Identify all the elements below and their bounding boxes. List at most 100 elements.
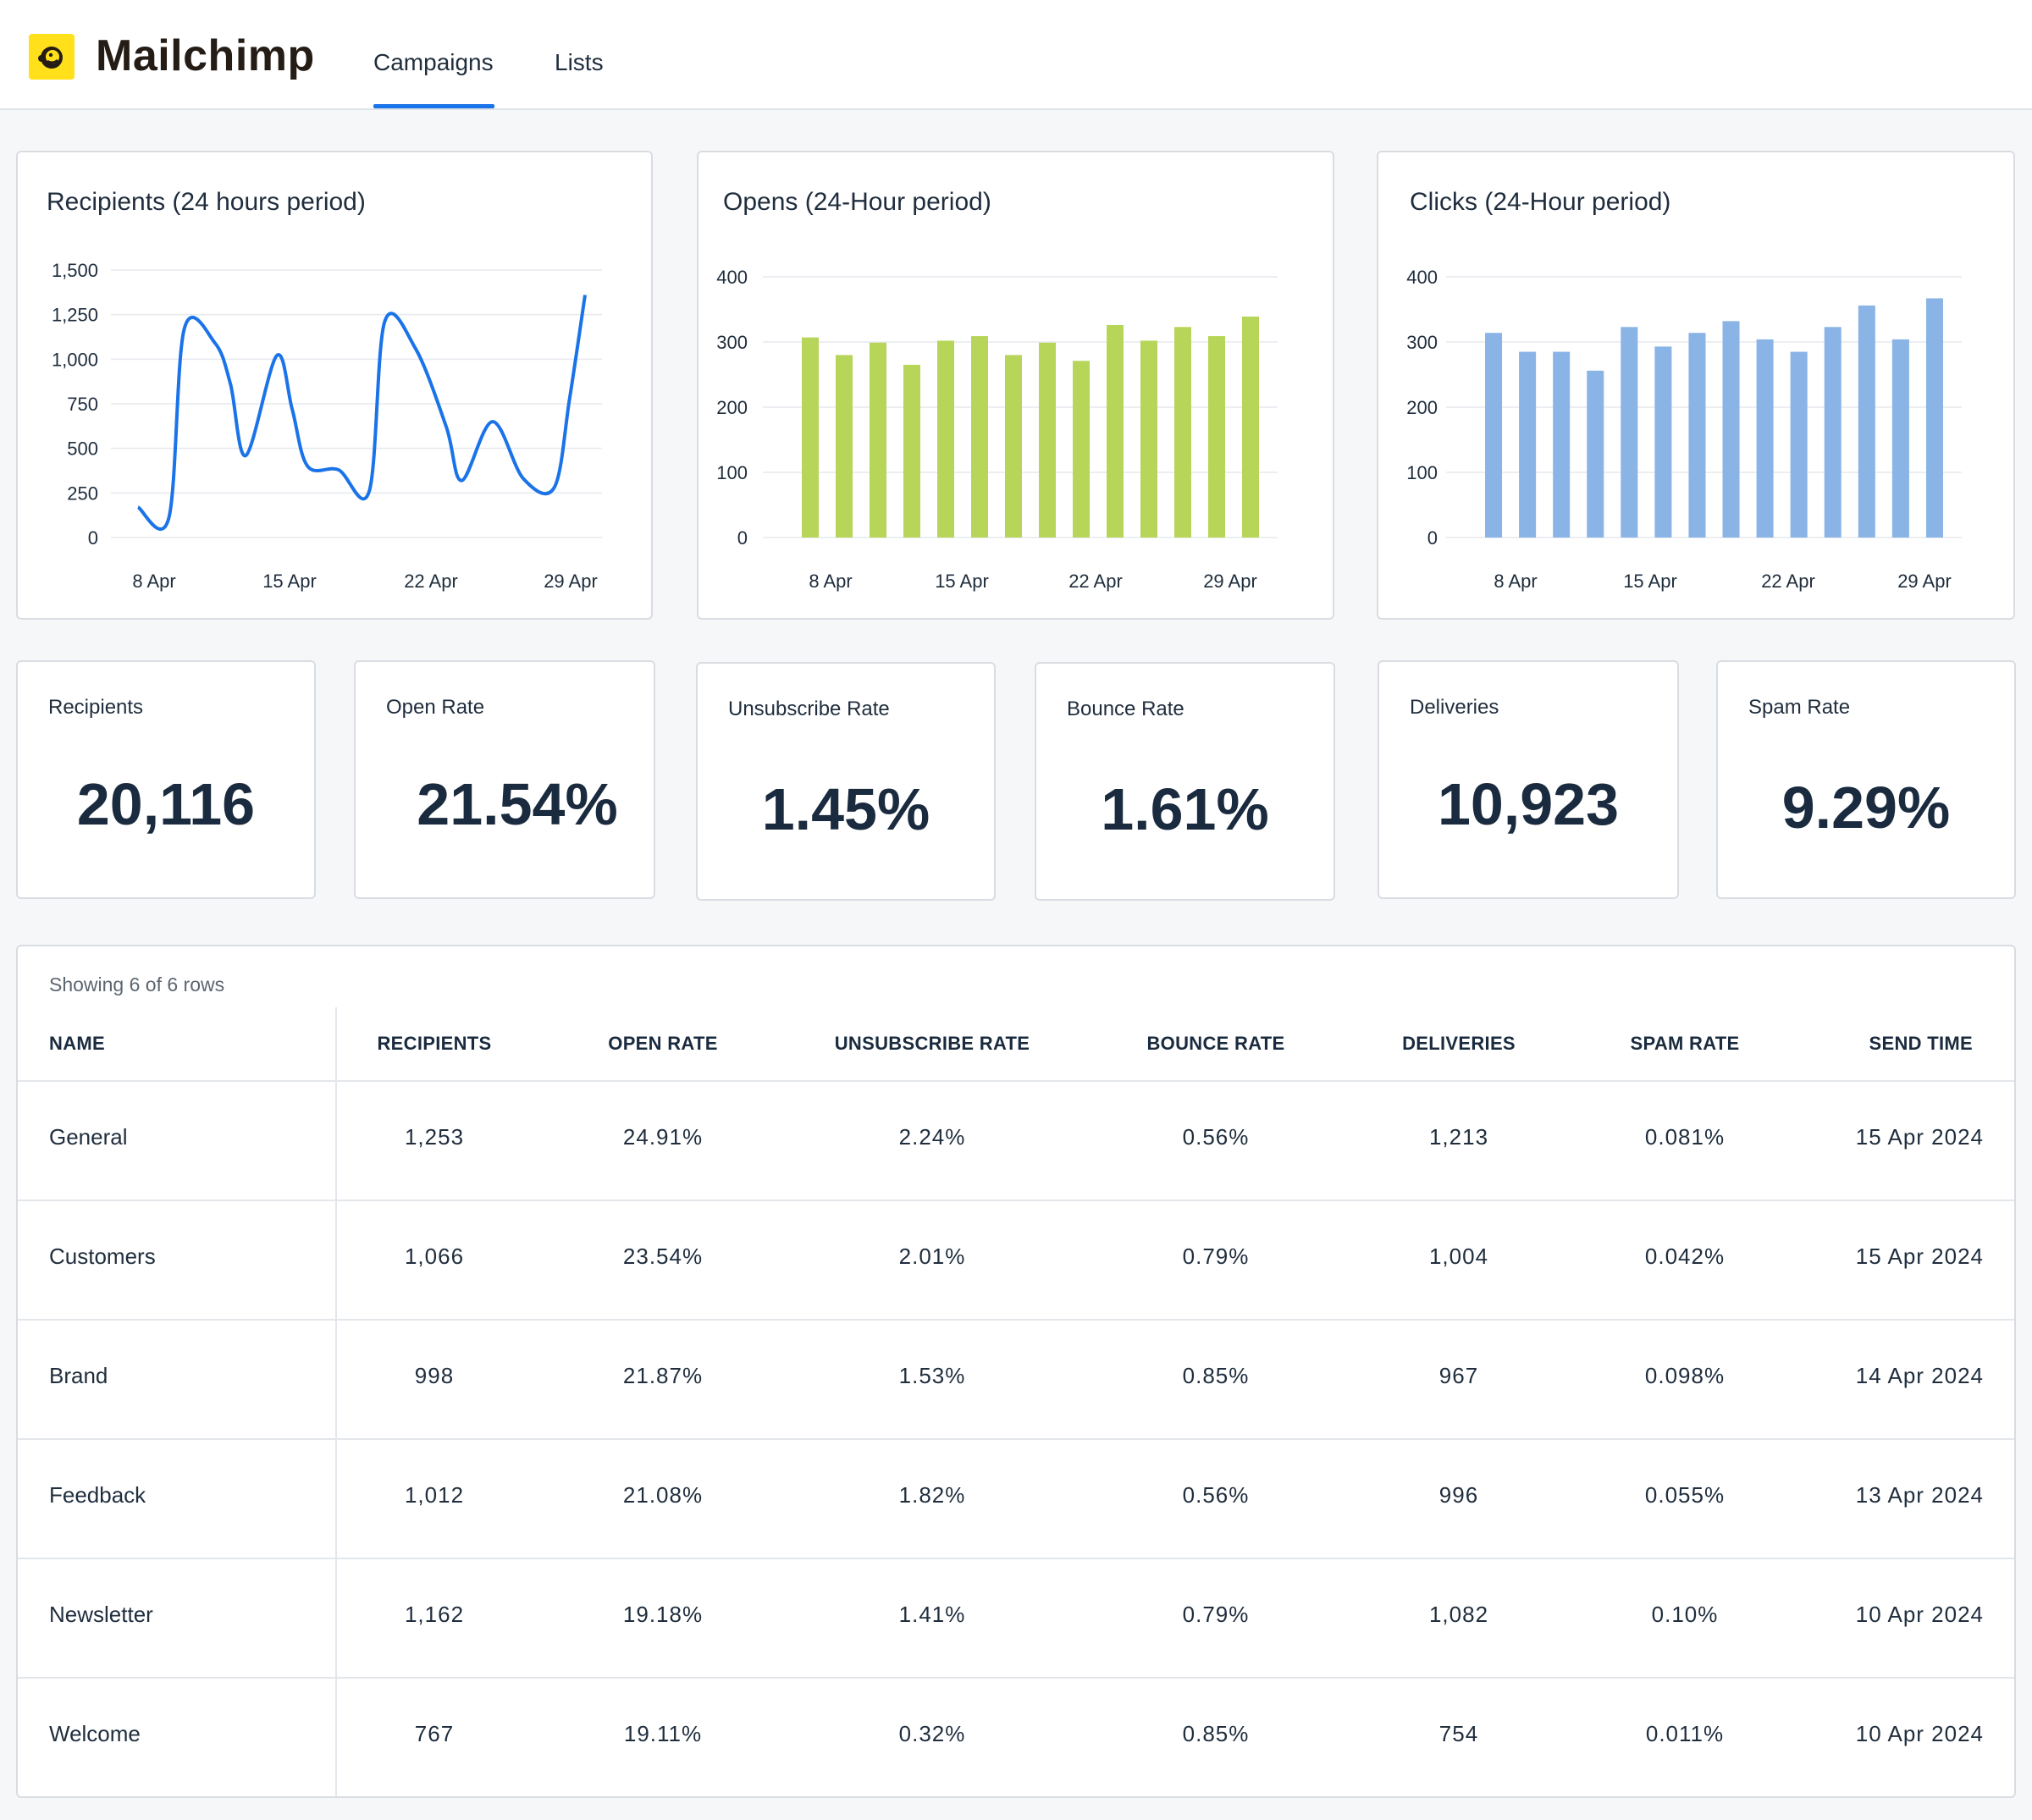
cell-deliveries: 1,004 [1428,1244,1489,1269]
cell-spam-rate: 0.011% [1645,1721,1725,1746]
cell-bounce-rate: 0.85% [1182,1363,1250,1388]
y-tick-label: 250 [67,483,98,504]
column-header-bounce-rate[interactable]: BOUNCE RATE [1146,1033,1285,1054]
x-tick-label: 22 Apr [1068,571,1123,592]
x-tick-label: 8 Apr [132,571,175,592]
clicks-bar-chart: 400 300 200 100 0 8 Apr 15 Apr 22 Apr 29 Apr [1406,267,1962,592]
metric-label: Unsubscribe Rate [728,698,890,720]
series-line [136,295,587,531]
y-tick-label: 0 [1427,527,1438,549]
metric-label: Spam Rate [1748,696,1851,719]
y-tick-label: 300 [1406,332,1438,353]
bar [1756,339,1774,538]
cell-unsubscribe-rate: 1.82% [898,1482,966,1508]
cell-send-time: 10 Apr 2024 [1855,1721,1984,1746]
y-tick-label: 0 [737,527,748,549]
column-header-spam-rate[interactable]: SPAM RATE [1630,1033,1740,1054]
cell-open-rate: 21.08% [622,1482,704,1508]
cell-name: Newsletter [49,1602,153,1627]
cell-recipients: 767 [414,1721,455,1746]
x-tick-label: 8 Apr [1494,571,1537,592]
campaigns-table: Showing 6 of 6 rows NAME RECIPIENTS OPEN… [16,945,2016,1798]
metric-card-unsubscribe-rate: Unsubscribe Rate 1.45% [696,662,996,901]
cell-send-time: 14 Apr 2024 [1855,1363,1984,1388]
column-header-deliveries[interactable]: DELIVERIES [1402,1033,1516,1054]
y-tick-label: 100 [716,462,748,483]
bar [903,364,920,538]
cell-name: General [49,1124,128,1150]
table-row[interactable]: Customers 1,066 23.54% 2.01% 0.79% 1,004 0.042… [18,1200,2014,1319]
column-header-name[interactable]: NAME [49,1033,105,1054]
cell-spam-rate: 0.081% [1644,1124,1726,1150]
y-tick-label: 400 [716,267,748,288]
x-tick-label: 29 Apr [1897,571,1952,592]
brand-name: Mailchimp [96,31,315,80]
tab-campaigns[interactable]: Campaigns [373,49,494,75]
cell-unsubscribe-rate: 1.53% [898,1363,966,1388]
metric-value: 20,116 [76,771,256,837]
cell-bounce-rate: 0.79% [1182,1602,1250,1627]
cell-bounce-rate: 0.79% [1182,1244,1250,1269]
bar [1140,340,1157,538]
bar [1174,327,1191,538]
x-tick-label: 22 Apr [404,571,458,592]
bar [1858,305,1875,538]
y-tick-label: 200 [716,397,748,418]
cell-spam-rate: 0.10% [1651,1602,1719,1627]
column-divider [335,1007,337,1796]
bar [1073,361,1090,538]
metric-card-bounce-rate: Bounce Rate 1.61% [1035,662,1335,901]
cell-bounce-rate: 0.85% [1182,1721,1250,1746]
x-tick-label: 29 Apr [1203,571,1257,592]
bar [971,336,988,538]
y-tick-label: 400 [1406,267,1438,288]
cell-name: Feedback [49,1482,146,1508]
cell-bounce-rate: 0.56% [1182,1482,1250,1508]
column-header-open-rate[interactable]: OPEN RATE [608,1033,718,1054]
table-row[interactable]: Feedback 1,012 21.08% 1.82% 0.56% 996 0.055% 13… [18,1438,2014,1558]
recipients-chart-card: Recipients (24 hours period) 1,500 1,250 1… [16,151,653,620]
cell-recipients: 1,253 [404,1124,465,1150]
y-tick-label: 0 [88,527,98,549]
cell-deliveries: 967 [1438,1363,1479,1388]
metric-card-deliveries: Deliveries 10,923 [1378,660,1679,899]
table-row[interactable]: General 1,253 24.91% 2.24% 0.56% 1,213 0.081% 1… [18,1080,2014,1200]
bar [1208,336,1225,538]
metric-value: 1.61% [1101,776,1269,842]
clicks-chart-card: Clicks (24-Hour period) 400 300 200 100 0 8 A… [1377,151,2015,620]
metric-value: 1.45% [761,776,930,842]
bar [870,342,886,538]
cell-name: Welcome [49,1721,141,1746]
bar [1722,321,1740,538]
bar [1654,346,1672,538]
cell-unsubscribe-rate: 0.32% [898,1721,966,1746]
metric-label: Bounce Rate [1067,698,1184,720]
table-row[interactable]: Welcome 767 19.11% 0.32% 0.85% 754 0.011% 10 Ap… [18,1677,2014,1796]
table-row[interactable]: Newsletter 1,162 19.18% 1.41% 0.79% 1,082 0.10… [18,1558,2014,1677]
cell-open-rate: 23.54% [622,1244,704,1269]
bar [1242,316,1259,538]
column-header-send-time[interactable]: SEND TIME [1869,1033,1973,1054]
table-row[interactable]: Brand 998 21.87% 1.53% 0.85% 967 0.098% 14 Apr … [18,1319,2014,1438]
mailchimp-logo-icon[interactable] [29,34,75,80]
cell-recipients: 1,012 [404,1482,465,1508]
active-tab-indicator [373,104,494,108]
recipients-line-chart: 1,500 1,250 1,000 750 500 250 0 8 Apr 15 Apr 22 A… [52,260,602,592]
tab-lists[interactable]: Lists [555,49,604,75]
bar [1790,351,1808,538]
opens-chart-card: Opens (24-Hour period) 400 300 200 100 0 8 Ap… [697,151,1334,620]
metric-label: Deliveries [1410,696,1499,719]
metric-card-recipients: Recipients 20,116 [16,660,316,899]
cell-unsubscribe-rate: 1.41% [898,1602,966,1627]
cell-spam-rate: 0.098% [1644,1363,1726,1388]
bar [1005,355,1022,538]
y-tick-label: 300 [716,332,748,353]
y-tick-label: 500 [67,438,98,460]
bar [1925,298,1943,538]
cell-send-time: 13 Apr 2024 [1855,1482,1984,1508]
column-header-recipients[interactable]: RECIPIENTS [377,1033,492,1054]
x-tick-label: 29 Apr [544,571,598,592]
cell-deliveries: 1,213 [1428,1124,1489,1150]
metric-card-spam-rate: Spam Rate 9.29% [1716,660,2016,899]
column-header-unsubscribe-rate[interactable]: UNSUBSCRIBE RATE [834,1033,1030,1054]
